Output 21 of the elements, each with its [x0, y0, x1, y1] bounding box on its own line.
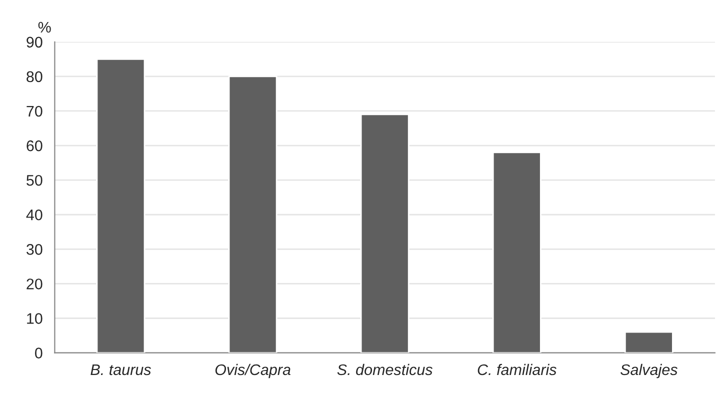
- y-tick-label: 90: [26, 36, 42, 48]
- bar: [228, 76, 278, 353]
- y-tick-label: 10: [27, 313, 42, 324]
- x-tick-label: Salvajes: [620, 364, 678, 378]
- y-axis-title: %: [38, 22, 51, 33]
- y-tick-label: 20: [26, 278, 42, 290]
- bar: [360, 114, 410, 353]
- y-tick-label: 30: [26, 244, 42, 255]
- y-tick-label: 40: [26, 209, 42, 220]
- bar: [492, 152, 542, 353]
- y-tick-label: 0: [35, 348, 42, 358]
- x-tick-label: Ovis/Capra: [215, 364, 290, 378]
- y-tick-label: 80: [26, 71, 42, 82]
- y-tick-label: 70: [26, 106, 42, 117]
- x-tick-label: C. familiaris: [478, 364, 556, 376]
- bar: [624, 331, 674, 353]
- bar: [96, 58, 146, 353]
- x-tick-label: B. taurus: [90, 364, 152, 376]
- y-tick-label: 60: [26, 140, 42, 152]
- x-tick-label: S. domesticus: [337, 364, 433, 376]
- y-tick-label: 50: [26, 174, 42, 186]
